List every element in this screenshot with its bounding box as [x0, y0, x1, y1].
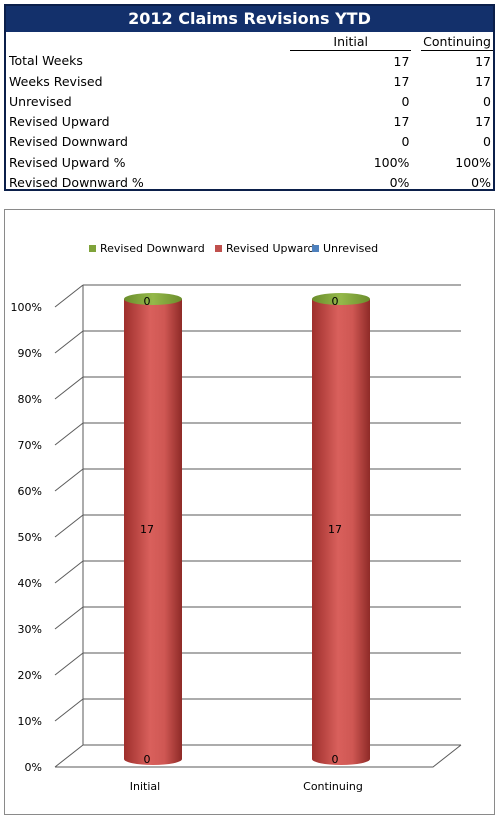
y-tick-label: 50% — [18, 531, 42, 544]
y-axis-labels: 0% 10% 20% 30% 40% 50% 60% 70% 80% 90% 100% — [11, 301, 42, 774]
table-title: 2012 Claims Revisions YTD — [6, 6, 493, 32]
y-tick-label: 90% — [18, 347, 42, 360]
y-tick-label: 40% — [18, 577, 42, 590]
y-tick-label: 60% — [18, 485, 42, 498]
bar-top-revised-downward — [312, 293, 370, 305]
legend: Revised Downward Revised Upward Unrevised — [89, 242, 378, 255]
data-label-revised-upward: 17 — [140, 523, 154, 536]
table-row: Revised Upward 17 17 — [6, 112, 493, 132]
row-label: Revised Downward — [9, 134, 128, 150]
initial-value: 17 — [393, 73, 410, 89]
gridline-depth — [54, 514, 84, 538]
continuing-value: 17 — [475, 53, 491, 69]
chart-area: 0% 10% 20% 30% 40% 50% 60% 70% 80% 90% 100% 0 17 0 0 1… — [4, 209, 495, 815]
legend-swatch — [89, 245, 96, 252]
row-label: Revised Upward % — [9, 154, 126, 170]
table-header-row: Initial Continuing — [6, 32, 493, 51]
row-label: Weeks Revised — [9, 73, 103, 89]
gridline-depth — [54, 606, 84, 630]
gridline-depth — [54, 652, 84, 676]
data-label-unrevised: 0 — [332, 753, 339, 766]
revisions-table: Initial Continuing Total Weeks 17 17 Weeks … — [6, 32, 493, 192]
table-row: Revised Downward % 0% 0% — [6, 172, 493, 192]
table-row: Total Weeks 17 17 — [6, 51, 493, 72]
y-tick-label: 10% — [18, 715, 42, 728]
data-label-revised-upward: 17 — [328, 523, 342, 536]
gridline-depth — [54, 422, 84, 446]
table-row: Revised Downward 0 0 — [6, 132, 493, 152]
gridline-depth — [54, 330, 84, 354]
table-row: Weeks Revised 17 17 — [6, 71, 493, 91]
header-blank — [6, 32, 290, 51]
initial-value: 0% — [389, 174, 410, 190]
y-tick-label: 70% — [18, 439, 42, 452]
continuing-value: 0% — [471, 174, 491, 190]
bars: 0 17 0 0 17 0 — [124, 293, 370, 766]
initial-value: 0 — [401, 93, 410, 109]
row-label: Total Weeks — [9, 53, 83, 69]
floor-edge — [55, 744, 462, 768]
continuing-value: 0 — [483, 134, 491, 150]
x-axis-labels: Initial Continuing — [130, 780, 363, 793]
table-row: Unrevised 0 0 — [6, 91, 493, 111]
bar-segment-revised-upward — [124, 299, 182, 765]
legend-label: Revised Upward — [226, 242, 315, 255]
legend-label: Revised Downward — [100, 242, 205, 255]
y-tick-label: 30% — [18, 623, 42, 636]
gridline-depth — [54, 744, 84, 768]
gridlines — [54, 284, 462, 768]
row-label: Revised Downward % — [9, 174, 144, 190]
continuing-value: 17 — [475, 73, 491, 89]
column-header-initial: Initial — [289, 32, 412, 51]
y-tick-label: 0% — [25, 761, 42, 774]
initial-value: 17 — [393, 114, 410, 130]
gridline-depth — [54, 376, 84, 400]
data-label-revised-downward: 0 — [144, 295, 151, 308]
initial-value: 17 — [393, 53, 410, 69]
legend-swatch — [215, 245, 222, 252]
bar-segment-revised-upward — [312, 299, 370, 765]
x-tick-label: Continuing — [303, 780, 363, 793]
column-header-continuing: Continuing — [421, 32, 493, 51]
bar-top-revised-downward — [124, 293, 182, 305]
initial-value: 100% — [373, 154, 410, 170]
data-label-revised-downward: 0 — [332, 295, 339, 308]
bar-continuing: 0 17 0 — [312, 293, 370, 766]
gridline-depth — [54, 284, 84, 308]
continuing-value: 17 — [475, 114, 491, 130]
gridline-depth — [54, 560, 84, 584]
x-tick-label: Initial — [130, 780, 160, 793]
table-body: Total Weeks 17 17 Weeks Revised 17 17 Unrevise… — [6, 51, 493, 193]
initial-value: 0 — [401, 134, 410, 150]
data-label-unrevised: 0 — [144, 753, 151, 766]
gridline-depth — [54, 698, 84, 722]
bar-initial: 0 17 0 — [124, 293, 182, 766]
y-tick-label: 100% — [11, 301, 42, 314]
legend-swatch — [312, 245, 319, 252]
table-row: Revised Upward % 100% 100% — [6, 152, 493, 172]
row-label: Unrevised — [9, 93, 72, 109]
continuing-value: 0 — [483, 93, 491, 109]
gridline-depth — [54, 468, 84, 492]
legend-label: Unrevised — [323, 242, 378, 255]
row-label: Revised Upward — [9, 114, 110, 130]
y-tick-label: 20% — [18, 669, 42, 682]
continuing-value: 100% — [455, 154, 491, 170]
revisions-chart: 0% 10% 20% 30% 40% 50% 60% 70% 80% 90% 100% 0 17 0 0 1… — [11, 242, 462, 793]
y-tick-label: 80% — [18, 393, 42, 406]
claims-revisions-table: 2012 Claims Revisions YTD Initial Contin… — [4, 4, 495, 191]
